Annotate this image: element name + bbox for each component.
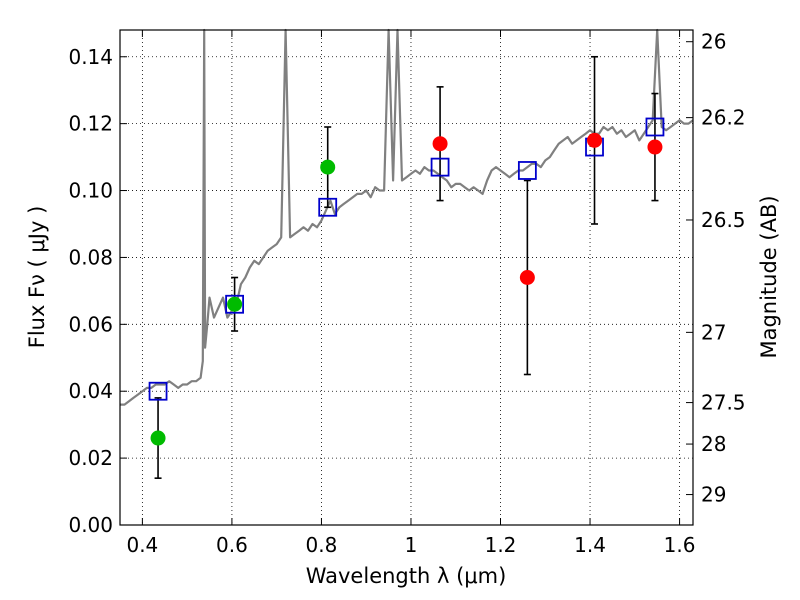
- x-tick-label: 0.4: [126, 533, 158, 557]
- y-tick-label: 0.04: [68, 379, 113, 403]
- data-point-marker: [432, 136, 448, 152]
- open-square-marker: [430, 157, 450, 177]
- y-tick-label: 0.08: [68, 245, 113, 269]
- open-square-marker: [318, 197, 338, 217]
- open-square-marker: [148, 381, 168, 401]
- open-square-marker: [517, 161, 537, 180]
- open-square-marker: [645, 117, 665, 137]
- plot-frame: [119, 29, 694, 526]
- x-tick-label: 1: [405, 533, 418, 557]
- model-spectrum: [120, 28, 694, 406]
- x-tick-label: 1.2: [485, 533, 517, 557]
- y2-axis-label: Magnitude (AB): [757, 195, 781, 358]
- y-tick-label: 0.14: [68, 45, 113, 69]
- y2-tick-label: 29: [701, 483, 726, 507]
- y2-tick-label: 26: [701, 30, 726, 54]
- y-tick-label: 0.12: [68, 112, 113, 136]
- x-tick-label: 1.6: [664, 533, 696, 557]
- y2-tick-label: 28: [701, 432, 726, 456]
- data-points: [148, 55, 665, 479]
- axis-ticks: 0.4 0.6 0.8 1 1.2 1.4 1.6 0.00 0.02 0.04 0.06 0.08 0…: [68, 30, 745, 557]
- model-spectrum-line: [120, 28, 694, 406]
- y-tick-label: 0.00: [68, 513, 113, 537]
- open-square-marker: [225, 294, 245, 314]
- x-tick-label: 0.6: [216, 533, 248, 557]
- y-tick-label: 0.02: [68, 446, 113, 470]
- y-tick-label: 0.10: [68, 179, 113, 203]
- x-tick-label: 1.4: [574, 533, 606, 557]
- y-axis-label: Flux Fν ( μJy ): [25, 206, 49, 349]
- x-axis-label: Wavelength λ (μm): [306, 564, 507, 588]
- x-tick-label: 0.8: [306, 533, 338, 557]
- data-point-marker: [647, 139, 663, 155]
- data-point-marker: [587, 132, 603, 148]
- y2-tick-label: 26.2: [701, 106, 746, 130]
- data-point-marker: [519, 270, 535, 285]
- y-tick-label: 0.06: [68, 312, 113, 336]
- y2-tick-label: 27: [701, 320, 726, 344]
- y2-tick-label: 26.5: [701, 208, 746, 232]
- y2-tick-label: 27.5: [701, 391, 746, 415]
- grid-lines: [120, 30, 693, 526]
- data-point-marker: [320, 159, 336, 175]
- data-point-marker: [150, 430, 166, 446]
- data-point-marker: [227, 296, 243, 312]
